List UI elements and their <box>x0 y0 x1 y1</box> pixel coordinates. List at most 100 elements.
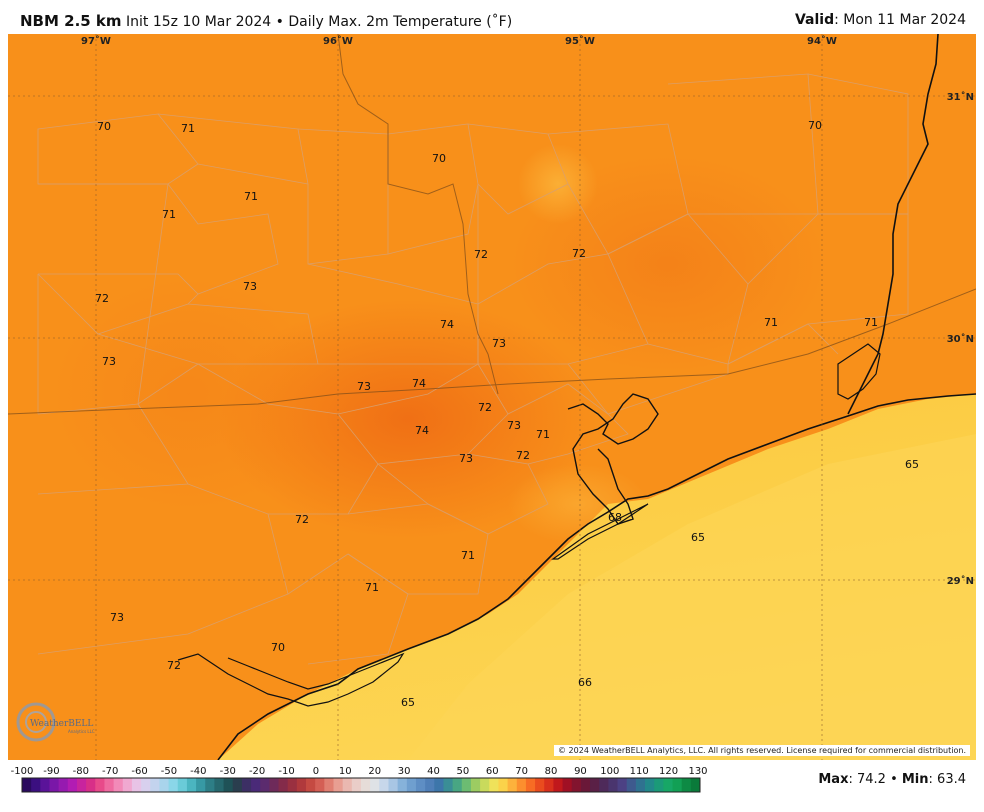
temperature-value: 71 <box>181 122 195 135</box>
temperature-value: 65 <box>691 531 705 544</box>
temperature-value: 73 <box>243 280 257 293</box>
colorbar-cell <box>269 778 280 792</box>
colorbar-cell <box>415 778 426 792</box>
colorbar-cell <box>306 778 316 792</box>
colorbar-cell <box>388 778 399 792</box>
colorbar: -100 -90 -80 -70 -60 -50 -40 -30 -20 -10 0 10 20 30 40… <box>0 760 984 808</box>
colorbar-cell <box>452 778 463 792</box>
colorbar-tick-label: 100 <box>600 766 619 777</box>
colorbar-cell <box>516 778 527 792</box>
colorbar-tick-label: -50 <box>161 766 177 777</box>
colorbar-tick-label: -60 <box>131 766 147 777</box>
colorbar-cell <box>608 778 619 792</box>
max-label: Max <box>818 772 849 787</box>
min-label: Min <box>901 772 929 787</box>
colorbar-cell <box>122 778 133 792</box>
temperature-value: 73 <box>492 337 506 350</box>
colorbar-cell <box>681 778 692 792</box>
colorbar-cell <box>617 778 628 792</box>
map-header: NBM 2.5 km Init 15z 10 Mar 2024 • Daily … <box>0 0 984 34</box>
temperature-value: 71 <box>365 581 379 594</box>
colorbar-cell <box>333 778 344 792</box>
temperature-value: 72 <box>95 292 109 305</box>
temperature-value: 72 <box>478 401 492 414</box>
longitude-label: 96˚W <box>323 35 353 47</box>
temperature-value: 71 <box>244 190 258 203</box>
temperature-value: 73 <box>110 611 124 624</box>
colorbar-cell <box>251 778 261 792</box>
colorbar-cell <box>370 778 380 792</box>
valid-date: Valid: Mon 11 Mar 2024 <box>795 12 966 28</box>
colorbar-cell <box>361 778 371 792</box>
colorbar-cell <box>150 778 160 792</box>
cool-patch <box>518 144 598 224</box>
colorbar-cell <box>76 778 87 792</box>
latitude-label: 30˚N <box>947 333 974 345</box>
logo-text: WeatherBELL <box>30 719 93 729</box>
temperature-value: 71 <box>536 428 550 441</box>
copyright-notice: © 2024 WeatherBELL Analytics, LLC. All r… <box>554 745 970 756</box>
colorbar-cell <box>443 778 454 792</box>
max-value: : 74.2 <box>848 772 886 787</box>
colorbar-cell <box>342 778 353 792</box>
temperature-value: 70 <box>97 120 111 133</box>
temperature-value: 70 <box>432 152 446 165</box>
colorbar-cell <box>223 778 234 792</box>
county-lines <box>37 73 909 665</box>
temperature-value: 65 <box>905 458 919 471</box>
barrier-island <box>551 503 649 560</box>
colorbar-cell <box>232 778 243 792</box>
temperature-value: 72 <box>295 513 309 526</box>
galveston-bay <box>567 393 659 525</box>
colorbar-cell <box>507 778 518 792</box>
temperature-map: 97˚W 96˚W 95˚W 94˚W 31˚N 30˚N 29˚N 70 71 70 71 71… <box>8 34 976 760</box>
logo-swirl <box>16 702 56 742</box>
warm-west <box>48 274 328 514</box>
colorbar-cell <box>159 778 170 792</box>
colorbar-cell <box>562 778 573 792</box>
colorbar-cell <box>663 778 674 792</box>
state-border <box>8 34 976 415</box>
colorbar-cell <box>260 778 270 792</box>
colorbar-cell <box>379 778 389 792</box>
colorbar-cell <box>296 778 307 792</box>
colorbar-cell <box>544 778 554 792</box>
model-name: NBM 2.5 km <box>20 12 122 30</box>
colorbar-tick-label: 50 <box>457 766 470 777</box>
colorbar-cell <box>113 778 124 792</box>
colorbar-tick-label: -70 <box>102 766 118 777</box>
colorbar-cell <box>58 778 69 792</box>
temperature-value: 72 <box>167 659 181 672</box>
colorbar-cell <box>141 778 151 792</box>
temperature-value: 73 <box>357 380 371 393</box>
latitude-label: 31˚N <box>947 91 974 103</box>
colorbar-cell <box>31 778 41 792</box>
valid-value: : Mon 11 Mar 2024 <box>834 12 966 28</box>
temperature-value: 72 <box>572 247 586 260</box>
longitude-label: 94˚W <box>807 35 837 47</box>
colorbar-cell <box>470 778 481 792</box>
colorbar-cell <box>553 778 564 792</box>
colorbar-cell <box>168 778 179 792</box>
temperature-value: 71 <box>764 316 778 329</box>
temperature-value: 74 <box>412 377 426 390</box>
longitude-label: 95˚W <box>565 35 595 47</box>
colorbar-cell <box>177 778 188 792</box>
colorbar-cell <box>22 778 32 792</box>
colorbar-cell <box>434 778 444 792</box>
colorbar-cell <box>489 778 499 792</box>
colorbar-cell <box>287 778 298 792</box>
colorbar-cell <box>67 778 78 792</box>
sabine-lake <box>837 343 881 400</box>
colorbar-cell <box>351 778 362 792</box>
separator: • <box>885 772 902 787</box>
colorbar-tick-label: -90 <box>43 766 59 777</box>
svg-text:Analytics LLC: Analytics LLC <box>68 729 95 734</box>
colorbar-cell <box>49 778 60 792</box>
colorbar-tick-label: 80 <box>545 766 558 777</box>
temperature-value: 70 <box>271 641 285 654</box>
colorbar-tick-label: -20 <box>249 766 265 777</box>
latitude-label: 29˚N <box>947 575 974 587</box>
colorbar-cell <box>571 778 582 792</box>
colorbar-tick-label: -40 <box>190 766 206 777</box>
